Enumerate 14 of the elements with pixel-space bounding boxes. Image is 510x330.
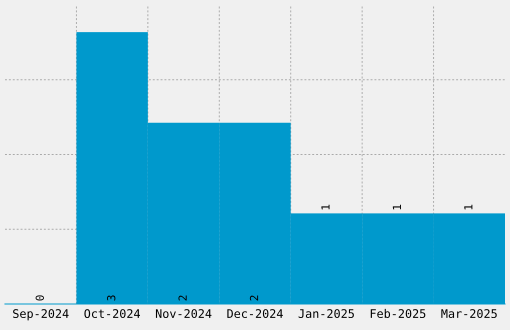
data-label: 3	[106, 295, 116, 301]
x-tick-label: Mar-2025	[441, 309, 497, 318]
data-label: 2	[250, 296, 258, 300]
data-label: 1	[464, 204, 472, 210]
data-label: 2	[178, 296, 187, 300]
x-tick-label: Sep-2024	[13, 309, 69, 320]
x-tick-label: Nov-2024	[156, 309, 212, 318]
x-tick-label: Feb-2025	[370, 308, 426, 318]
data-label: 1	[392, 204, 401, 210]
data-label: 0	[36, 295, 44, 301]
x-tick-label: Dec-2024	[227, 309, 283, 318]
data-label: 1	[321, 204, 330, 210]
x-tick-label: Oct-2024	[84, 309, 140, 318]
x-tick-label: Jan-2025	[298, 309, 354, 318]
